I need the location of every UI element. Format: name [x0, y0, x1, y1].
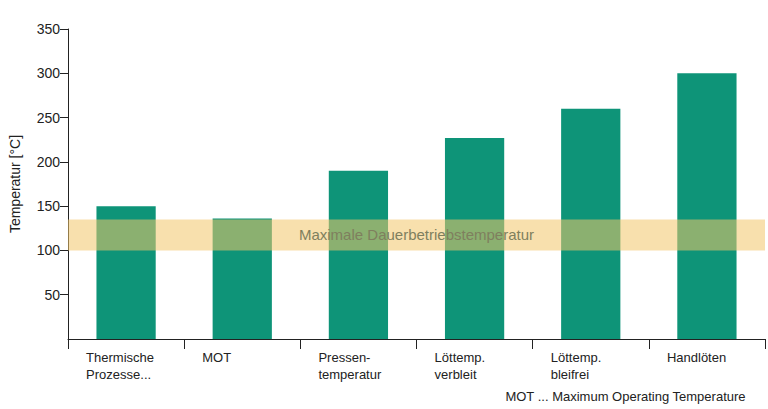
svg-text:350: 350 [37, 21, 61, 37]
svg-text:250: 250 [37, 110, 61, 126]
svg-text:bleifrei: bleifrei [551, 367, 589, 382]
svg-text:MOT: MOT [202, 350, 231, 365]
svg-text:verbleit: verbleit [435, 367, 477, 382]
svg-text:100: 100 [37, 242, 61, 258]
svg-text:Prozesse...: Prozesse... [86, 367, 151, 382]
svg-text:200: 200 [37, 154, 61, 170]
svg-text:Temperatur [°C]: Temperatur [°C] [7, 135, 23, 233]
svg-text:150: 150 [37, 198, 61, 214]
svg-text:Handlöten: Handlöten [667, 350, 726, 365]
svg-text:Maximale Dauerbetriebstemperat: Maximale Dauerbetriebstemperatur [299, 226, 534, 243]
svg-text:Löttemp.: Löttemp. [551, 350, 602, 365]
svg-text:Löttemp.: Löttemp. [435, 350, 486, 365]
svg-text:50: 50 [44, 287, 60, 303]
svg-text:MOT ... Maximum Operating Temp: MOT ... Maximum Operating Temperature [505, 389, 745, 404]
svg-text:Thermische: Thermische [86, 350, 154, 365]
svg-text:Pressen-: Pressen- [318, 350, 370, 365]
svg-text:temperatur: temperatur [318, 367, 382, 382]
svg-text:300: 300 [37, 65, 61, 81]
